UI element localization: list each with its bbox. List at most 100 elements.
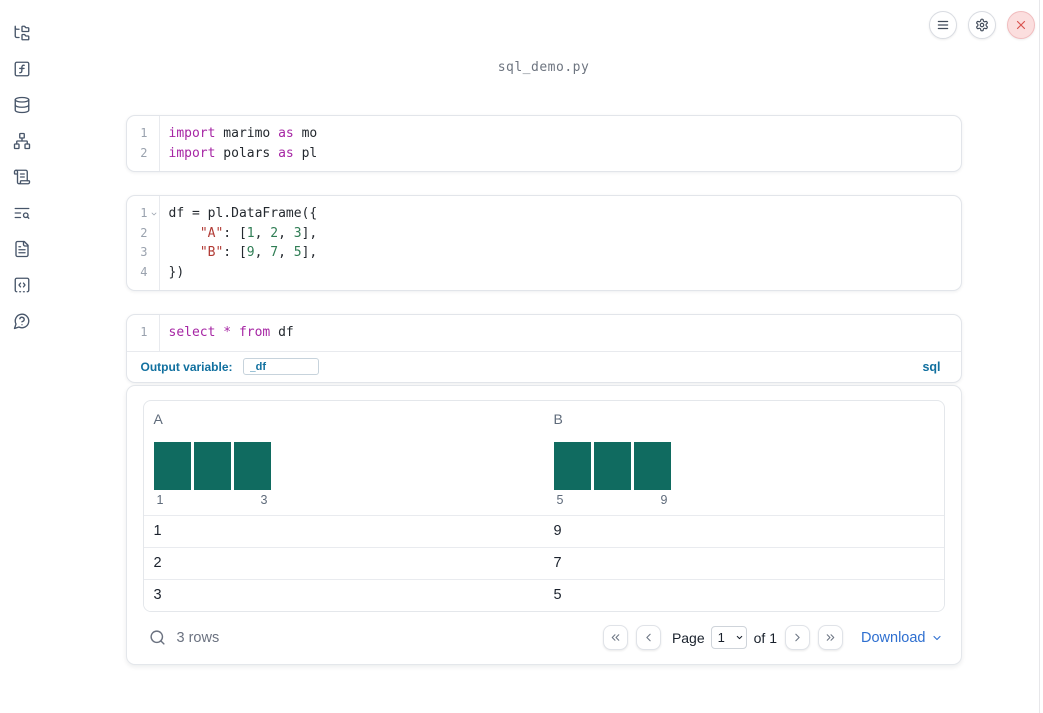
sql-cell: 1 select * from df Output variable: sql [125, 314, 962, 383]
sidebar-item-variables[interactable] [13, 60, 31, 78]
code-token: * [223, 325, 232, 340]
fold-chevron-icon[interactable] [150, 210, 158, 218]
network-icon [13, 132, 31, 150]
code-text: df = pl.DataFrame({ [159, 204, 318, 224]
close-x-icon [1016, 20, 1026, 30]
code-token: ], [301, 245, 318, 260]
gutter-divider [158, 315, 160, 351]
notebook-filename[interactable]: sql_demo.py [497, 60, 590, 75]
code-text: "B": [9, 7, 5], [159, 243, 318, 263]
histogram-bar[interactable] [553, 441, 591, 490]
sidebar [0, 0, 44, 330]
histogram-max-label: 3 [260, 492, 268, 507]
code-text: }) [159, 263, 185, 283]
table-cell: 9 [553, 522, 562, 539]
sidebar-item-logs[interactable] [13, 168, 31, 186]
sidebar-item-file-explorer[interactable] [13, 24, 31, 42]
code-cell-imports: 1 import marimo as mo 2 import polars as pl [125, 115, 962, 172]
code-line: 1 select * from df [127, 323, 961, 343]
line-number: 1 [127, 204, 159, 224]
code-line: 1 import marimo as mo [127, 124, 961, 144]
code-token: , [254, 225, 271, 241]
table-cell: 5 [553, 586, 562, 603]
code-token: select [168, 325, 216, 340]
settings-button[interactable] [968, 11, 996, 39]
notebook-area: sql_demo.py 1 import marimo as mo 2 import … [44, 0, 1043, 713]
histogram-bar[interactable] [193, 441, 231, 490]
cell-language-badge: sql [922, 359, 941, 374]
page-label: Page [671, 629, 705, 646]
code-editor[interactable]: 1 import marimo as mo 2 import polars as pl [127, 116, 961, 171]
code-token: df [270, 325, 294, 340]
histogram-bar[interactable] [633, 441, 671, 490]
search-icon[interactable] [149, 629, 166, 646]
sql-cell-footer: Output variable: sql [127, 352, 961, 382]
last-page-button[interactable] [818, 625, 843, 650]
page-select[interactable]: 1 [710, 626, 747, 649]
notebook-menu-button[interactable] [929, 11, 957, 39]
chevrons-left-icon [611, 634, 620, 641]
code-token: 7 [270, 245, 279, 260]
folder-tree-icon [14, 25, 30, 41]
histogram-bar[interactable] [153, 441, 191, 490]
gutter-divider [158, 116, 160, 171]
previous-page-button[interactable] [635, 625, 661, 650]
code-token: : [ [223, 245, 247, 260]
code-token: , [254, 245, 271, 260]
code-line: 2 import polars as pl [127, 144, 961, 164]
chevron-down-icon [932, 635, 941, 640]
line-number: 4 [140, 264, 148, 279]
sidebar-item-outline[interactable] [13, 204, 31, 222]
sidebar-item-snippets[interactable] [13, 276, 31, 294]
code-text: import marimo as mo [159, 124, 318, 144]
code-cell-dataframe: 1 df = pl.DataFrame({ 2 "A": [1, 2, 3], 3 "… [125, 195, 962, 291]
close-button[interactable] [1007, 11, 1035, 39]
code-token [169, 226, 200, 241]
code-token: df = pl.DataFrame({ [168, 206, 318, 221]
column-name: B [553, 410, 563, 427]
sidebar-item-datasources[interactable] [13, 96, 31, 114]
code-editor[interactable]: 1 df = pl.DataFrame({ 2 "A": [1, 2, 3], 3 "… [127, 196, 961, 290]
first-page-button[interactable] [602, 625, 628, 650]
download-button[interactable]: Download [861, 630, 943, 646]
code-token: import [168, 145, 216, 161]
output-variable-input[interactable] [242, 358, 319, 375]
window-controls [929, 11, 1035, 39]
histogram-bar[interactable] [593, 441, 631, 490]
file-text-icon [15, 240, 29, 258]
code-text: import polars as pl [159, 144, 318, 164]
code-token: mo [293, 126, 318, 141]
histogram-bar[interactable] [233, 441, 271, 490]
chevron-right-icon [795, 633, 800, 642]
code-line: 1 df = pl.DataFrame({ [127, 204, 961, 224]
code-line: 2 "A": [1, 2, 3], [127, 224, 961, 244]
scroll-text-icon [13, 169, 31, 185]
sidebar-item-documentation[interactable] [13, 240, 31, 258]
line-number: 3 [140, 245, 148, 259]
code-text: "A": [1, 2, 3], [159, 224, 318, 244]
help-bubble-icon [13, 313, 30, 330]
code-token: polars [215, 145, 279, 161]
code-token: ], [301, 225, 318, 241]
sidebar-item-help[interactable] [13, 312, 31, 330]
code-token: 1 [246, 225, 255, 241]
histogram-max-label: 9 [660, 492, 668, 507]
table-cell: 7 [553, 554, 562, 571]
code-text: select * from df [159, 323, 294, 343]
sql-editor[interactable]: 1 select * from df [127, 315, 961, 351]
sidebar-item-dependency-graph[interactable] [13, 132, 31, 150]
gutter-divider [158, 196, 160, 290]
text-search-icon [14, 207, 30, 219]
code-token: 5 [293, 245, 302, 260]
code-token: "A" [199, 225, 224, 241]
column-histogram [153, 441, 534, 490]
chevrons-right-icon [826, 634, 835, 641]
next-page-button[interactable] [785, 625, 810, 650]
